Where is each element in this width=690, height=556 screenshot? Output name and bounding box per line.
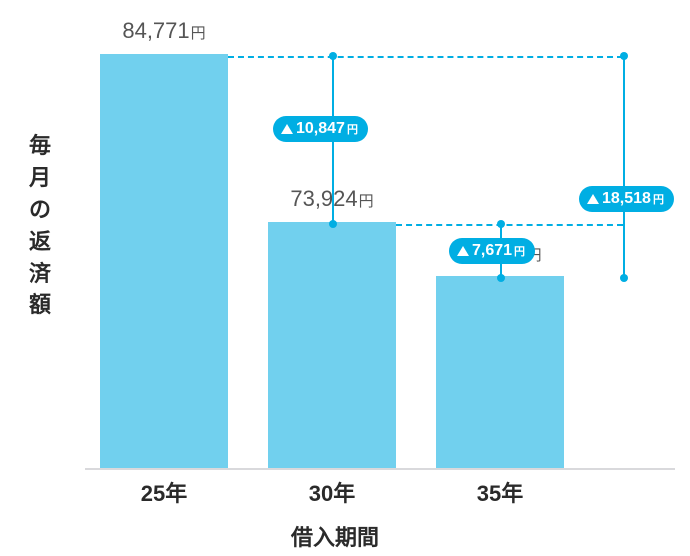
x-tick-25yr: 25年	[141, 476, 187, 508]
diff-pill-30-25: 10,847円	[273, 116, 368, 142]
decrease-icon	[587, 194, 599, 204]
bar-35yr: 66,253円 35年	[436, 276, 564, 468]
bar-value-25yr: 84,771円	[122, 18, 205, 44]
bracket-35-25	[623, 56, 625, 278]
loan-repayment-bar-chart: 毎月の返済額 84,771円 25年 73,924円 30年 66,253円 3…	[0, 0, 690, 556]
x-tick-30yr: 30年	[309, 476, 355, 508]
bracket-cap-icon	[329, 220, 337, 228]
bracket-cap-icon	[329, 52, 337, 60]
x-tick-35yr: 35年	[477, 476, 523, 508]
x-axis-label: 借入期間	[85, 520, 585, 552]
dashline-mid	[396, 224, 623, 226]
diff-pill-35-25: 18,518円	[579, 186, 674, 212]
bar-25yr: 84,771円 25年	[100, 54, 228, 468]
bar-30yr: 73,924円 30年	[268, 222, 396, 468]
decrease-icon	[281, 124, 293, 134]
bracket-cap-icon	[620, 52, 628, 60]
decrease-icon	[457, 246, 469, 256]
bracket-cap-icon	[497, 274, 505, 282]
bracket-cap-icon	[620, 274, 628, 282]
diff-pill-35-30: 7,671円	[449, 238, 535, 264]
y-axis-label: 毎月の返済額	[28, 130, 52, 321]
dashline-top	[228, 56, 623, 58]
plot-area: 84,771円 25年 73,924円 30年 66,253円 35年	[85, 20, 675, 470]
bracket-cap-icon	[497, 220, 505, 228]
